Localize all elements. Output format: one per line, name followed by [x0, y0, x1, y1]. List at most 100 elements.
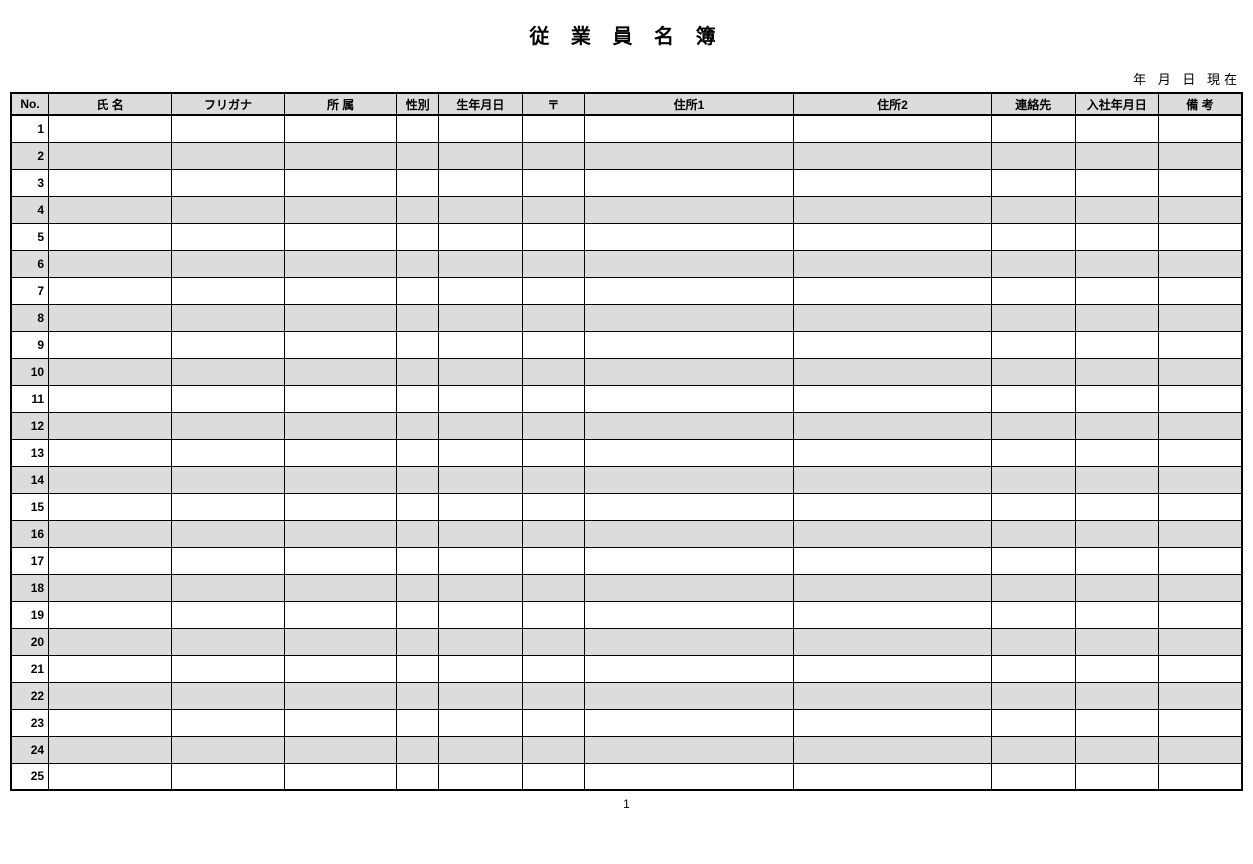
cell-addr2: [793, 331, 991, 358]
cell-notes: [1158, 736, 1242, 763]
cell-furigana: [172, 628, 285, 655]
column-header-gender: 性別: [397, 93, 439, 115]
cell-no: 18: [11, 574, 49, 601]
cell-dept: [284, 277, 397, 304]
cell-dob: [439, 331, 522, 358]
cell-dob: [439, 574, 522, 601]
column-header-addr1: 住所1: [585, 93, 794, 115]
cell-dob: [439, 412, 522, 439]
cell-addr1: [585, 655, 794, 682]
cell-addr1: [585, 466, 794, 493]
cell-furigana: [172, 115, 285, 142]
cell-notes: [1158, 385, 1242, 412]
cell-zip: [522, 439, 585, 466]
cell-hire: [1075, 682, 1158, 709]
cell-no: 9: [11, 331, 49, 358]
cell-no: 8: [11, 304, 49, 331]
cell-no: 1: [11, 115, 49, 142]
cell-addr1: [585, 439, 794, 466]
cell-addr2: [793, 250, 991, 277]
cell-addr2: [793, 277, 991, 304]
cell-zip: [522, 304, 585, 331]
cell-furigana: [172, 358, 285, 385]
cell-addr1: [585, 331, 794, 358]
cell-contact: [992, 439, 1075, 466]
cell-addr2: [793, 412, 991, 439]
cell-addr2: [793, 223, 991, 250]
cell-furigana: [172, 763, 285, 790]
cell-name: [49, 223, 172, 250]
table-row: 12: [11, 412, 1242, 439]
cell-contact: [992, 169, 1075, 196]
cell-notes: [1158, 142, 1242, 169]
cell-hire: [1075, 547, 1158, 574]
cell-notes: [1158, 493, 1242, 520]
cell-hire: [1075, 520, 1158, 547]
cell-dept: [284, 763, 397, 790]
cell-name: [49, 250, 172, 277]
cell-gender: [397, 412, 439, 439]
cell-gender: [397, 628, 439, 655]
cell-zip: [522, 412, 585, 439]
cell-contact: [992, 277, 1075, 304]
cell-addr2: [793, 439, 991, 466]
cell-zip: [522, 196, 585, 223]
cell-name: [49, 520, 172, 547]
column-header-zip: 〒: [522, 93, 585, 115]
cell-notes: [1158, 574, 1242, 601]
cell-dept: [284, 601, 397, 628]
cell-hire: [1075, 493, 1158, 520]
cell-zip: [522, 115, 585, 142]
cell-contact: [992, 493, 1075, 520]
cell-addr1: [585, 412, 794, 439]
cell-zip: [522, 574, 585, 601]
cell-zip: [522, 250, 585, 277]
cell-addr1: [585, 223, 794, 250]
cell-notes: [1158, 466, 1242, 493]
cell-dob: [439, 115, 522, 142]
cell-name: [49, 763, 172, 790]
cell-furigana: [172, 196, 285, 223]
column-header-addr2: 住所2: [793, 93, 991, 115]
cell-dept: [284, 115, 397, 142]
cell-gender: [397, 466, 439, 493]
cell-dept: [284, 547, 397, 574]
column-header-no: No.: [11, 93, 49, 115]
table-row: 17: [11, 547, 1242, 574]
cell-addr2: [793, 466, 991, 493]
column-header-hire: 入社年月日: [1075, 93, 1158, 115]
cell-name: [49, 304, 172, 331]
cell-furigana: [172, 412, 285, 439]
cell-name: [49, 601, 172, 628]
cell-dept: [284, 574, 397, 601]
cell-contact: [992, 736, 1075, 763]
table-row: 1: [11, 115, 1242, 142]
cell-furigana: [172, 250, 285, 277]
cell-no: 4: [11, 196, 49, 223]
cell-zip: [522, 547, 585, 574]
cell-furigana: [172, 385, 285, 412]
cell-hire: [1075, 277, 1158, 304]
cell-hire: [1075, 601, 1158, 628]
cell-addr1: [585, 709, 794, 736]
cell-hire: [1075, 304, 1158, 331]
cell-dob: [439, 736, 522, 763]
cell-addr1: [585, 547, 794, 574]
column-header-notes: 備 考: [1158, 93, 1242, 115]
cell-zip: [522, 682, 585, 709]
cell-hire: [1075, 115, 1158, 142]
cell-name: [49, 493, 172, 520]
cell-dob: [439, 250, 522, 277]
table-row: 21: [11, 655, 1242, 682]
cell-dob: [439, 601, 522, 628]
cell-name: [49, 709, 172, 736]
cell-no: 19: [11, 601, 49, 628]
cell-contact: [992, 385, 1075, 412]
cell-gender: [397, 304, 439, 331]
cell-notes: [1158, 439, 1242, 466]
cell-dept: [284, 223, 397, 250]
cell-no: 2: [11, 142, 49, 169]
cell-hire: [1075, 628, 1158, 655]
cell-name: [49, 655, 172, 682]
cell-name: [49, 439, 172, 466]
